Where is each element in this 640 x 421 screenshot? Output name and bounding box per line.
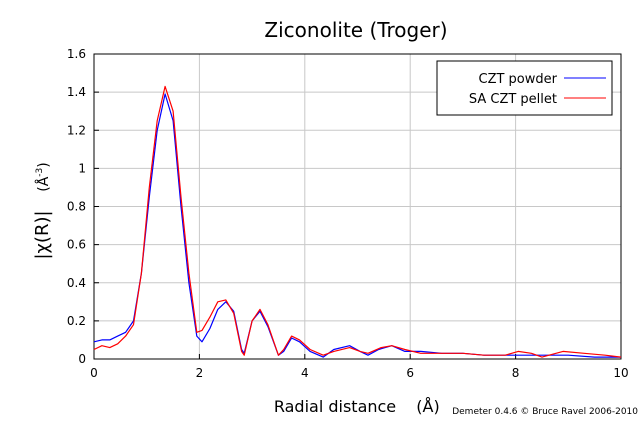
y-tick-label: 1.6 [67,47,86,61]
chart-title: Ziconolite (Troger) [264,18,447,42]
y-tick-label: 1.4 [67,85,86,99]
y-tick-label: 1 [78,161,86,175]
x-tick-label: 0 [90,366,98,380]
software-credit: Demeter 0.4.6 © Bruce Ravel 2006-2010 [452,407,638,417]
x-axis-label: Radial distance [274,397,396,416]
x-tick-label: 4 [301,366,309,380]
y-tick-label: 0.8 [67,200,86,214]
y-tick-label: 0.6 [67,238,86,252]
x-axis-unit: (Å) [416,397,439,416]
series-line-sa-czt-pellet [93,85,622,358]
x-tick-label: 8 [512,366,520,380]
y-tick-label: 0.2 [67,314,86,328]
x-axis-ticks: 0 2 4 6 8 10 [90,354,629,380]
legend: CZT powder SA CZT pellet [436,60,613,116]
y-axis-unit-base: (Å [35,176,52,191]
y-tick-label: 0.4 [67,276,86,290]
legend-label-sa-czt-pellet: SA CZT pellet [469,92,557,107]
legend-label-czt-powder: CZT powder [479,72,558,87]
y-tick-label: 1.2 [67,123,86,137]
x-tick-label: 10 [613,366,628,380]
legend-box [436,60,613,116]
y-axis-label-group: |χ(R)| (Å-3) [32,162,53,259]
series-layer [93,85,622,358]
y-axis-unit-close: ) [36,162,52,167]
x-tick-label: 6 [406,366,414,380]
y-axis-unit: (Å-3) [35,162,52,192]
x-tick-label: 2 [196,366,204,380]
y-axis-label: |χ(R)| [32,210,53,259]
y-tick-label: 0 [78,352,86,366]
y-axis-ticks: 0 0.2 0.4 0.6 0.8 1 1.2 1.4 1.6 [67,47,99,366]
y-axis-unit-exponent: -3 [35,168,45,177]
